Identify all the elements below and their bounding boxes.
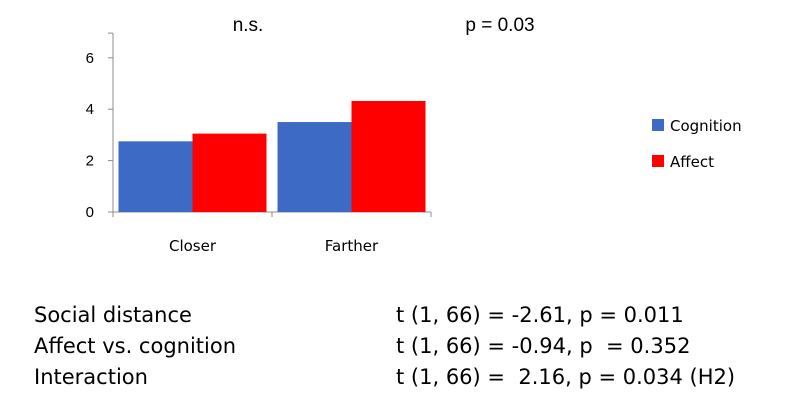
bars: [118, 100, 426, 212]
stat-label: Social distance: [34, 303, 192, 327]
x-axis: [112, 211, 432, 217]
bar-cognition-farther: [277, 122, 352, 212]
significance-label: n.s.: [233, 15, 264, 36]
y-tick-label: 2: [86, 153, 94, 170]
stat-label: Affect vs. cognition: [34, 334, 237, 358]
bar-cognition-closer: [118, 141, 193, 212]
stat-value: t (1, 66) = -0.94, p = 0.352: [396, 334, 691, 358]
stat-value: t (1, 66) = -2.61, p = 0.011: [396, 303, 684, 327]
bar-affect-closer: [192, 133, 267, 212]
statistics-table: Social distance t (1, 66) = -2.61, p = 0…: [34, 300, 774, 393]
category-label: Closer: [169, 237, 217, 255]
category-labels: Closer Farther: [169, 237, 379, 255]
stat-row-interaction: Interaction t (1, 66) = 2.16, p = 0.034 …: [34, 362, 774, 393]
bar-chart: 0 2 4 6 Closer Farther n.s. p = 0.03 Cognitio…: [86, 15, 742, 255]
stat-row-affect-vs-cognition: Affect vs. cognition t (1, 66) = -0.94, …: [34, 331, 774, 362]
legend: Cognition Affect: [652, 117, 742, 171]
stat-label: Interaction: [34, 365, 148, 389]
category-label: Farther: [325, 237, 379, 255]
stat-value: t (1, 66) = 2.16, p = 0.034 (H2): [396, 365, 736, 389]
stat-row-social-distance: Social distance t (1, 66) = -2.61, p = 0…: [34, 300, 774, 331]
y-tick-label: 6: [86, 50, 94, 67]
legend-swatch-affect: [652, 155, 664, 167]
y-tick-label: 4: [86, 101, 94, 118]
legend-label-affect: Affect: [670, 153, 714, 171]
significance-annotations: n.s. p = 0.03: [233, 15, 535, 36]
y-tick-label: 0: [86, 204, 94, 221]
legend-label-cognition: Cognition: [670, 117, 742, 135]
y-axis: 0 2 4 6: [86, 32, 114, 221]
legend-swatch-cognition: [652, 119, 664, 131]
bar-affect-farther: [351, 100, 426, 212]
significance-label: p = 0.03: [465, 15, 534, 36]
